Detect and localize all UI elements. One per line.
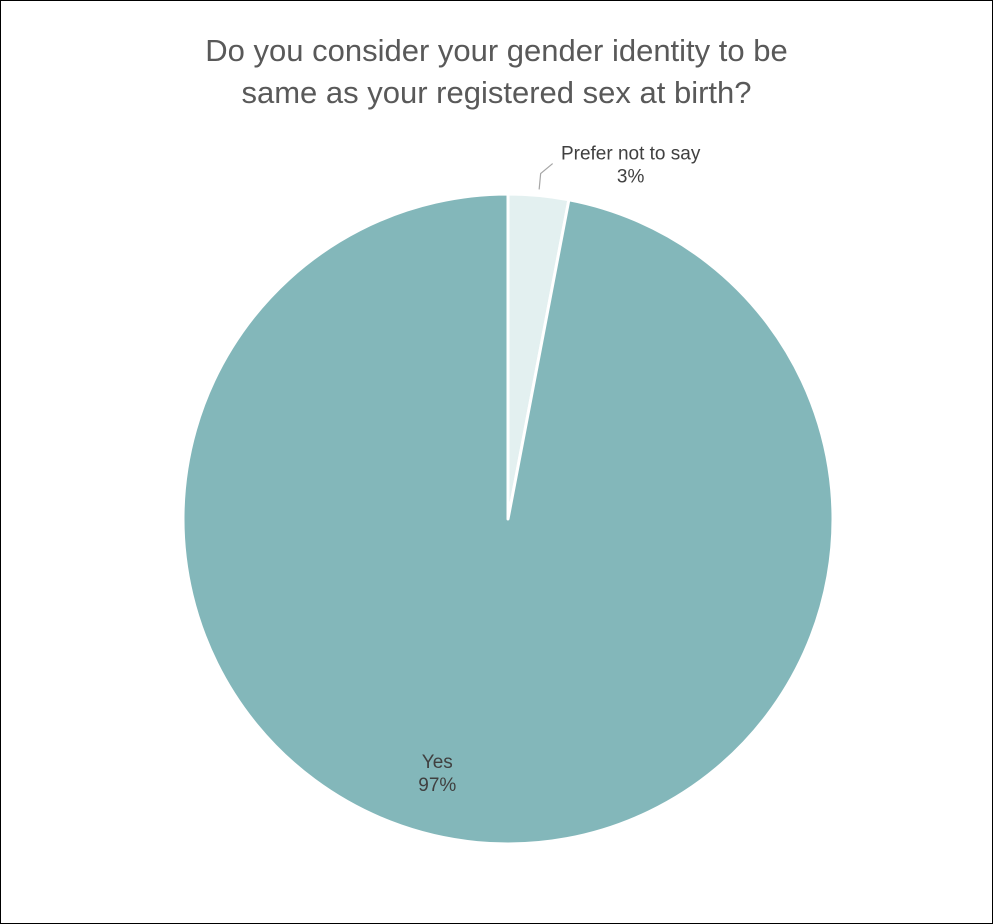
leader-line-prefer-not-to-say	[538, 163, 554, 190]
pie-slices	[181, 192, 835, 846]
chart-title-line-2: same as your registered sex at birth?	[241, 75, 752, 110]
data-label-category-prefer-not-to-say: Prefer not to say	[561, 144, 701, 165]
data-label-value-prefer-not-to-say: 3%	[617, 167, 645, 188]
chart-title: Do you consider your gender identity to …	[0, 30, 993, 114]
chart-title-line-1: Do you consider your gender identity to …	[205, 33, 788, 68]
data-label-value-yes: 97%	[418, 775, 456, 796]
data-label-category-yes: Yes	[422, 752, 453, 773]
pie-slice-yes	[181, 192, 835, 846]
